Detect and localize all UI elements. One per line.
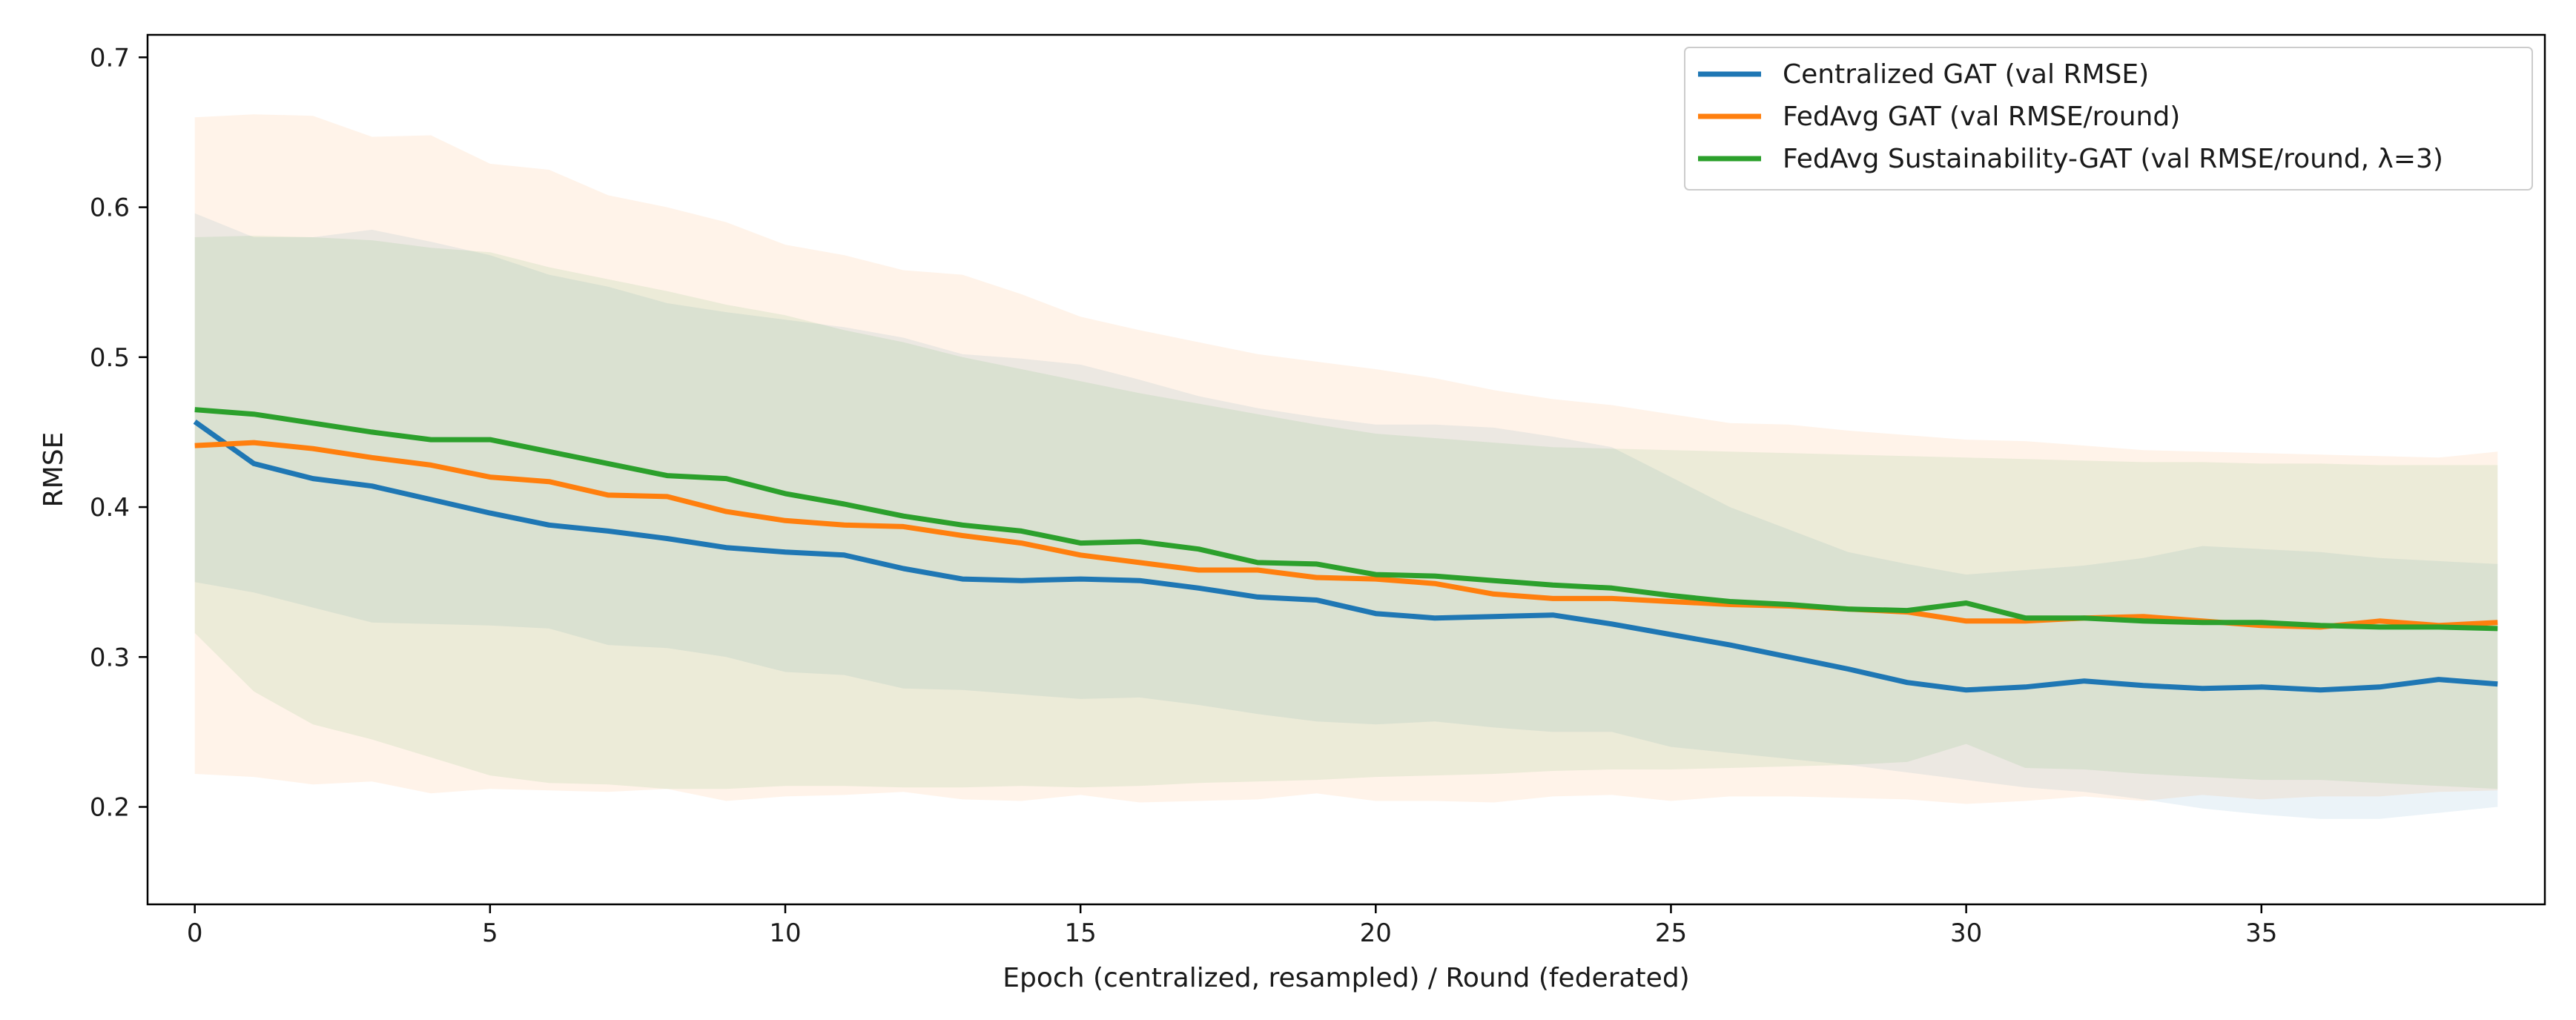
x-tick-label: 0 bbox=[187, 918, 203, 948]
x-tick-label: 30 bbox=[1950, 918, 1982, 948]
series-1-band bbox=[194, 213, 2498, 819]
y-tick-label: 0.7 bbox=[90, 43, 130, 73]
y-tick-label: 0.2 bbox=[90, 793, 130, 823]
series-3-line bbox=[194, 407, 2498, 632]
x-tick-label: 20 bbox=[1360, 918, 1392, 948]
x-tick-label: 15 bbox=[1065, 918, 1097, 948]
y-tick-label: 0.4 bbox=[90, 493, 130, 523]
legend-label: Centralized GAT (val RMSE) bbox=[1783, 59, 2149, 90]
x-tick-label: 5 bbox=[482, 918, 498, 948]
confidence-bands bbox=[194, 114, 2498, 819]
series-1-line bbox=[193, 419, 2498, 693]
x-axis: 0 5 10 15 20 25 30 35 bbox=[187, 904, 2277, 948]
x-tick-label: 35 bbox=[2245, 918, 2277, 948]
legend: Centralized GAT (val RMSE) FedAvg GAT (va… bbox=[1684, 47, 2533, 191]
y-axis: 0.2 0.3 0.4 0.5 0.6 0.7 bbox=[90, 43, 148, 823]
legend-label: FedAvg Sustainability-GAT (val RMSE/roun… bbox=[1783, 144, 2443, 174]
series-lines bbox=[193, 407, 2498, 693]
x-tick-label: 10 bbox=[769, 918, 801, 948]
legend-box bbox=[1684, 47, 2533, 191]
y-tick-label: 0.3 bbox=[90, 643, 130, 672]
legend-label: FedAvg GAT (val RMSE/round) bbox=[1783, 102, 2180, 132]
plot-frame bbox=[146, 33, 2546, 906]
y-tick-label: 0.6 bbox=[90, 193, 130, 223]
y-tick-label: 0.5 bbox=[90, 343, 130, 373]
y-axis-label: RMSE bbox=[39, 432, 69, 508]
series-3-band bbox=[194, 236, 2498, 789]
x-axis-label: Epoch (centralized, resampled) / Round (… bbox=[1003, 963, 1689, 993]
x-tick-label: 25 bbox=[1655, 918, 1687, 948]
series-2-band bbox=[194, 114, 2498, 804]
